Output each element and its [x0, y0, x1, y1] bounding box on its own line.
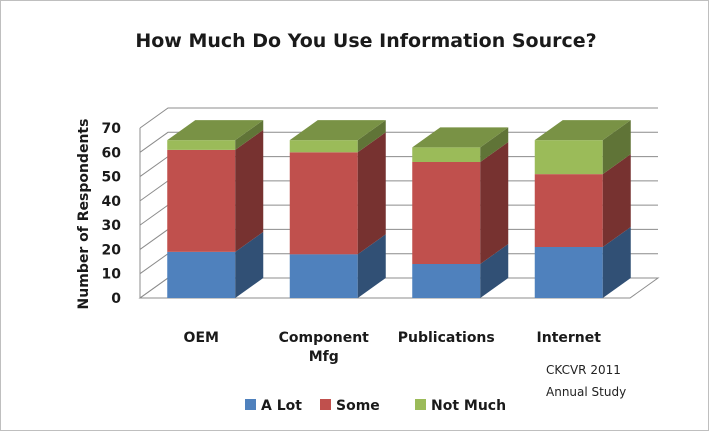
bar-segment [534, 120, 631, 175]
legend-label: A Lot [261, 398, 302, 414]
legend-item: A Lot [245, 398, 302, 414]
bar-front [534, 247, 603, 298]
bar-segment [412, 127, 509, 162]
legend-item: Some [320, 398, 380, 414]
bar-side [357, 234, 386, 298]
bar-front [412, 147, 481, 162]
bar-top [167, 120, 264, 141]
gridline [139, 107, 658, 129]
y-axis-label: Number of Respondents [76, 119, 92, 310]
bar-segment [289, 132, 386, 255]
bar-front [412, 162, 481, 264]
bar-front [289, 254, 358, 298]
source-annotation: CKCVR 2011 Annual Study [546, 363, 626, 399]
bar-side [235, 120, 264, 150]
bar-side [235, 129, 264, 252]
bar-top [289, 120, 386, 141]
y-axis-ticks: 0 10 20 30 40 50 60 70 [102, 121, 122, 307]
bar-side [357, 132, 386, 255]
bar-top [412, 127, 509, 148]
y-tick-label: 40 [102, 194, 122, 210]
bar-segment [167, 231, 264, 298]
bar-segment [412, 142, 509, 264]
bar-front [534, 140, 603, 175]
y-tick-label: 10 [102, 267, 122, 283]
legend-swatch [320, 399, 331, 410]
legend-item: Not Much [415, 398, 506, 414]
bar-side [602, 154, 631, 247]
bar-front [167, 251, 236, 298]
bar-front [167, 140, 236, 150]
category-label: OEM [184, 330, 219, 346]
legend-label: Not Much [431, 398, 506, 414]
legend-label: Some [336, 398, 380, 414]
y-tick-label: 20 [102, 242, 122, 258]
category-label-line: Internet [537, 330, 602, 346]
y-tick-label: 0 [111, 291, 121, 307]
bar-side [602, 120, 631, 175]
chart-title: How Much Do You Use Information Source? [135, 30, 596, 52]
y-tick-label: 60 [102, 145, 122, 161]
bar-front [534, 174, 603, 247]
bar-segment [289, 120, 386, 153]
bar-side [235, 231, 264, 298]
bar-front [412, 264, 481, 298]
category-label-line: Publications [398, 330, 495, 346]
bar-side [357, 120, 386, 153]
annotation-line: Annual Study [546, 385, 626, 399]
bars [167, 120, 631, 298]
bar-side [480, 244, 509, 298]
bar-segment [167, 129, 264, 252]
category-label-line: Component [279, 330, 370, 346]
bar-segment [412, 244, 509, 298]
y-tick-label: 30 [102, 218, 122, 234]
annotation-line: CKCVR 2011 [546, 363, 621, 377]
x-axis-categories: OEM Component Mfg Publications Internet [184, 330, 602, 365]
category-label: Publications [398, 330, 495, 346]
legend-swatch [415, 399, 426, 410]
bar-top [534, 120, 631, 141]
category-label-line: OEM [184, 330, 219, 346]
bar-front [289, 140, 358, 153]
bar-segment [167, 120, 264, 150]
bar-side [480, 142, 509, 264]
category-label-line: Mfg [309, 349, 339, 365]
category-label: Internet [537, 330, 602, 346]
bar-segment [534, 154, 631, 247]
bar-front [289, 152, 358, 255]
bar-front [167, 149, 236, 252]
legend-swatch [245, 399, 256, 410]
bar-segment [289, 234, 386, 298]
category-label: Component Mfg [279, 330, 370, 365]
bar-side [480, 127, 509, 162]
bar-segment [534, 227, 631, 298]
bar-side [602, 227, 631, 298]
y-tick-label: 50 [102, 170, 122, 186]
y-tick-label: 70 [102, 121, 122, 137]
legend: A Lot Some Not Much [245, 398, 506, 414]
